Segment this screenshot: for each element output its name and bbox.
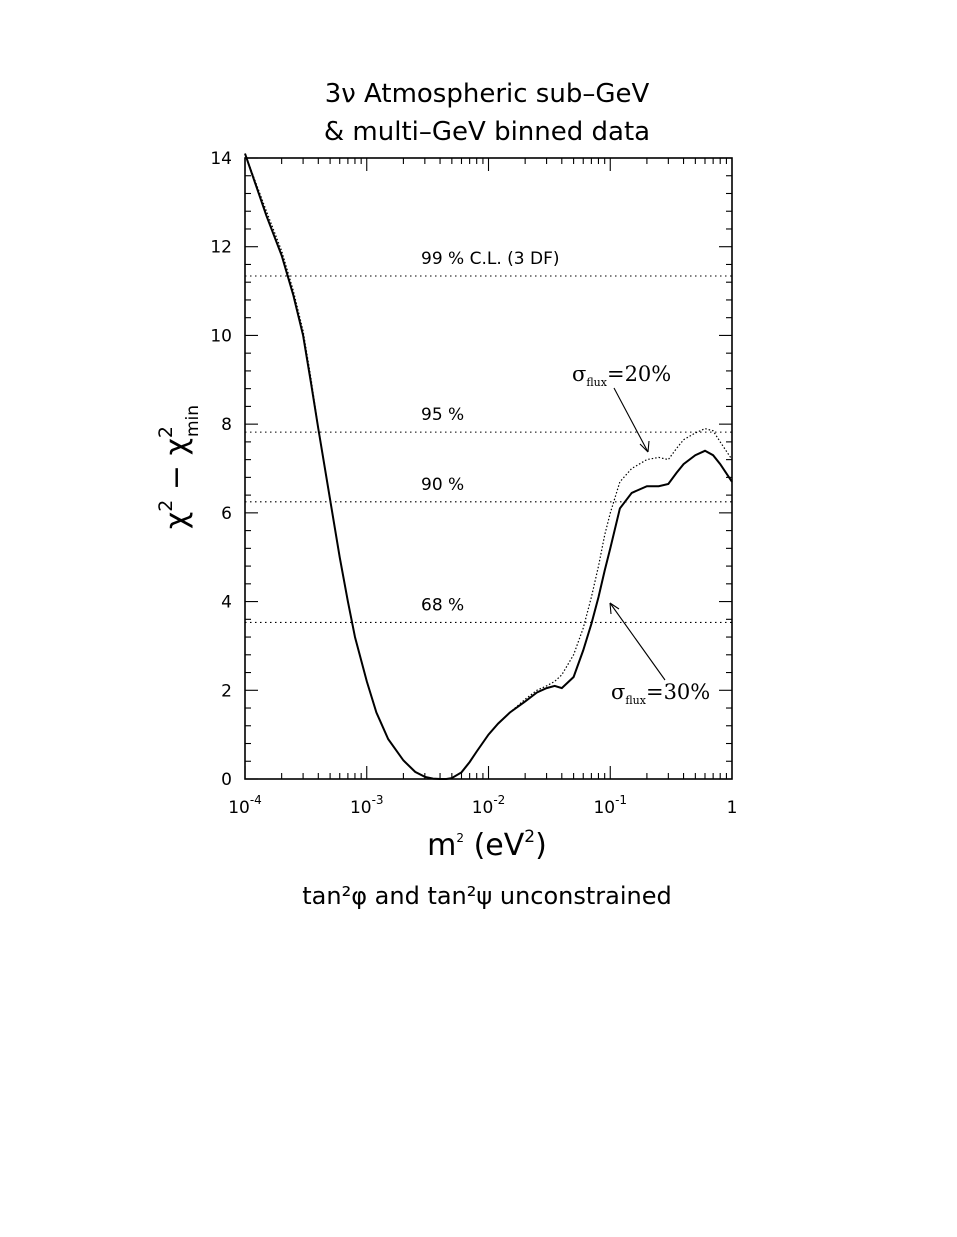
y-tick-label: 12	[210, 238, 232, 258]
annotation-30-arrowhead	[609, 602, 620, 615]
annotation-20-sub: flux	[586, 376, 607, 389]
annotation-20-arrowhead	[639, 440, 650, 453]
y-tick-label: 4	[221, 593, 232, 613]
confidence-level-lines: 99 % C.L. (3 DF) 95 % 90 % 68 %	[245, 249, 732, 623]
annotation-30-value: =30%	[646, 680, 710, 704]
y-tick-label: 14	[210, 149, 232, 169]
y-tick-label: 0	[221, 770, 232, 790]
y-tick-label: 6	[221, 504, 232, 524]
series-lines	[244, 153, 733, 780]
x-axis-label: m2 (eV2)	[427, 827, 547, 863]
y-tick-label: 10	[210, 326, 232, 346]
y-tick-label: 2	[221, 681, 232, 701]
svg-text:σflux=20%: σflux=20%	[572, 362, 671, 389]
y-tick-label: 8	[221, 415, 232, 435]
x-tick-label: 10-1	[593, 793, 627, 818]
annotation-20-value: =20%	[607, 362, 671, 386]
y-tick-labels: 0 2 4 6 8 10 12 14	[210, 149, 232, 790]
x-tick-label: 1	[727, 798, 738, 818]
series-line-sigma-20	[244, 153, 733, 780]
x-tick-label: 10-3	[350, 793, 384, 818]
annotation-sigma-30: σflux=30%	[609, 602, 710, 707]
footnote: tan²φ and tan²ψ unconstrained	[302, 882, 671, 910]
annotation-20-arrow	[613, 387, 649, 453]
annotation-30-symbol: σ	[611, 680, 625, 704]
annotation-30-sub: flux	[625, 694, 646, 707]
annotation-20-symbol: σ	[572, 362, 586, 386]
annotation-30-arrow	[609, 602, 666, 681]
x-tick-labels: 10-4 10-3 10-2 10-1 1	[228, 793, 737, 818]
confidence-level-label: 99 % C.L. (3 DF)	[421, 249, 560, 269]
x-tick-label: 10-4	[228, 793, 262, 818]
confidence-level-label: 90 %	[421, 475, 464, 495]
confidence-level-label: 68 %	[421, 595, 464, 615]
annotation-sigma-20: σflux=20%	[572, 362, 671, 453]
chart-title-line-2: & multi–GeV binned data	[324, 117, 650, 147]
svg-text:σflux=30%: σflux=30%	[611, 680, 710, 707]
chart-title-line-1: 3ν Atmospheric sub–GeV	[325, 79, 650, 109]
x-tick-label: 10-2	[472, 793, 506, 818]
y-axis-label: χ2 − χ2 min	[155, 405, 203, 529]
confidence-level-label: 95 %	[421, 405, 464, 425]
